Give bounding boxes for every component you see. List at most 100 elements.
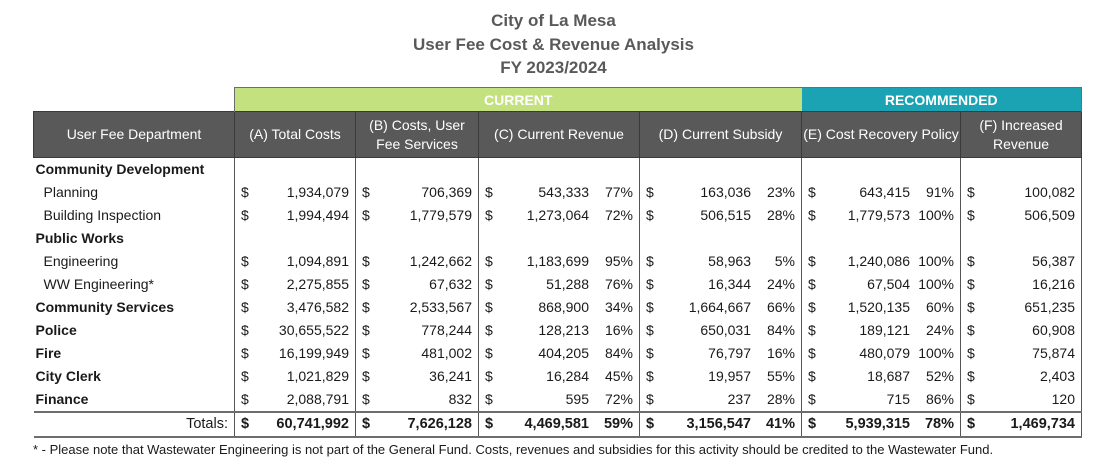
currency-symbol: $ [967, 368, 975, 384]
amount-c: 1,273,064 [526, 207, 589, 223]
currency-symbol: $ [646, 184, 654, 200]
cell-d: $76,797 16% [639, 342, 802, 365]
currency-symbol: $ [485, 207, 493, 223]
percent-c: 34% [604, 299, 633, 315]
cell-c: $543,333 77% [478, 181, 640, 204]
currency-symbol: $ [646, 299, 654, 315]
department-name: Community Services [35, 299, 175, 315]
cell-b: $481,002 [355, 342, 479, 365]
amount-a: 1,934,079 [286, 184, 349, 200]
amount-c: 868,900 [538, 299, 589, 315]
cell-b: $778,244 [355, 319, 479, 342]
header-current-subsidy: (D) Current Subsidy [639, 111, 802, 158]
currency-symbol: $ [967, 207, 975, 223]
percent-c: 95% [604, 253, 633, 269]
amount-f: 100,082 [1024, 184, 1075, 200]
currency-symbol: $ [967, 345, 975, 361]
user-fee-table: CURRENT RECOMMENDED User Fee Department … [33, 87, 1082, 438]
cell-f: $651,235 [960, 296, 1082, 319]
cell-a: $30,655,522 [234, 319, 356, 342]
sub-department-row: Planning $1,934,079 $706,369 $543,333 77% $16… [34, 181, 1082, 204]
percent-e: 100% [918, 207, 954, 223]
currency-symbol: $ [241, 391, 249, 407]
cell-c: $1,273,064 72% [478, 204, 640, 227]
amount-b: 706,369 [421, 184, 472, 200]
amount-c: 16,284 [546, 368, 589, 384]
percent-e: 91% [925, 184, 954, 200]
total-d: 3,156,547 [686, 416, 751, 432]
currency-symbol: $ [362, 345, 370, 361]
currency-symbol: $ [646, 368, 654, 384]
department-name: Public Works [35, 230, 124, 246]
amount-b: 67,632 [429, 276, 472, 292]
report-title-fiscal-year: FY 2023/2024 [500, 58, 607, 77]
cell-a: $3,476,582 [234, 296, 356, 319]
cell-b: $1,779,579 [355, 204, 479, 227]
cell-f [960, 227, 1082, 250]
percent-d: 84% [766, 322, 795, 338]
cell-b: $67,632 [355, 273, 479, 296]
header-current-revenue: (C) Current Revenue [478, 111, 640, 158]
amount-d: 1,664,667 [688, 299, 751, 315]
amount-d: 650,031 [700, 322, 751, 338]
cell-b [355, 157, 479, 181]
currency-symbol: $ [967, 253, 975, 269]
amount-d: 58,963 [708, 253, 751, 269]
report-title-analysis: User Fee Cost & Revenue Analysis [413, 35, 694, 54]
currency-symbol: $ [646, 391, 654, 407]
current-band: CURRENT [234, 87, 802, 112]
cell-c: $51,288 76% [478, 273, 640, 296]
currency-symbol: $ [808, 299, 816, 315]
currency-symbol: $ [485, 253, 493, 269]
total-d-pct: 41% [765, 416, 795, 432]
percent-c: 72% [604, 207, 633, 223]
cell-a: $2,088,791 [234, 388, 356, 412]
amount-f: 120 [1051, 391, 1075, 407]
amount-e: 189,121 [859, 322, 910, 338]
cell-e: $67,504 100% [801, 273, 961, 296]
currency-symbol: $ [362, 299, 370, 315]
footnote: * - Please note that Wastewater Engineer… [33, 442, 994, 457]
percent-e: 60% [925, 299, 954, 315]
department-row: Finance $2,088,791 $832 $595 72% $237 28% $715 8… [34, 388, 1082, 412]
department-name: Planning [43, 184, 99, 200]
cell-c [478, 157, 640, 181]
amount-b: 778,244 [421, 322, 472, 338]
currency-symbol: $ [808, 368, 816, 384]
cell-f: $56,387 [960, 250, 1082, 273]
department-row: Community Services $3,476,582 $2,533,567 $8… [34, 296, 1082, 319]
currency-symbol: $ [241, 322, 249, 338]
section-band-row: CURRENT RECOMMENDED [34, 87, 1082, 112]
amount-d: 506,515 [700, 207, 751, 223]
currency-symbol: $ [646, 253, 654, 269]
amount-b: 2,533,567 [409, 299, 472, 315]
currency-symbol: $ [241, 368, 249, 384]
currency-symbol: $ [485, 299, 493, 315]
amount-c: 543,333 [538, 184, 589, 200]
cell-f: $120 [960, 388, 1082, 412]
currency-symbol: $ [967, 322, 975, 338]
cell-e [801, 227, 961, 250]
department-name: WW Engineering* [43, 276, 155, 292]
amount-d: 19,957 [708, 368, 751, 384]
amount-c: 404,205 [538, 345, 589, 361]
percent-e: 100% [918, 345, 954, 361]
amount-f: 16,216 [1032, 276, 1075, 292]
department-name: Fire [35, 345, 62, 361]
sub-department-row: Engineering $1,094,891 $1,242,662 $1,183,69… [34, 250, 1082, 273]
band-spacer [34, 88, 235, 112]
department-row: Police $30,655,522 $778,244 $128,213 16% $650… [34, 319, 1082, 342]
percent-e: 100% [918, 276, 954, 292]
percent-d: 5% [774, 253, 795, 269]
total-e: 5,939,315 [845, 416, 910, 432]
currency-symbol: $ [967, 391, 975, 407]
cell-d: $16,344 24% [639, 273, 802, 296]
amount-a: 2,275,855 [286, 276, 349, 292]
cell-b [355, 227, 479, 250]
amount-e: 715 [886, 391, 910, 407]
currency-symbol: $ [485, 416, 494, 432]
cell-b: $1,242,662 [355, 250, 479, 273]
header-user-fee-costs: (B) Costs, User Fee Services [355, 111, 479, 158]
total-e-pct: 78% [924, 416, 954, 432]
total-b: 7,626,128 [407, 416, 472, 432]
